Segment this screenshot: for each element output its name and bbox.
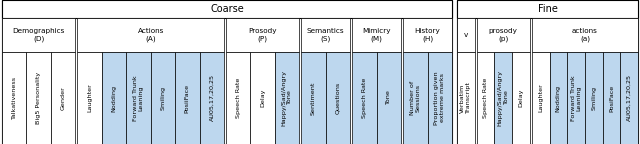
Bar xyxy=(301,18,350,52)
Text: Delay: Delay xyxy=(260,89,265,107)
Bar xyxy=(403,52,428,144)
Text: Delay: Delay xyxy=(518,89,524,107)
Bar xyxy=(377,52,401,144)
Bar xyxy=(477,52,494,144)
Text: Proportion given
extreme marks: Proportion given extreme marks xyxy=(435,71,445,125)
Bar xyxy=(51,52,76,144)
Text: Speech Rate: Speech Rate xyxy=(483,78,488,118)
Bar xyxy=(77,18,224,52)
Bar xyxy=(2,18,76,52)
Bar xyxy=(226,52,250,144)
Text: AU05,17,20,25: AU05,17,20,25 xyxy=(627,74,632,122)
Text: Happy/Sad/Angry
Tone: Happy/Sad/Angry Tone xyxy=(282,70,292,126)
Bar xyxy=(352,52,377,144)
Text: Number of
Sessions: Number of Sessions xyxy=(410,81,420,115)
Bar xyxy=(477,18,530,52)
Text: Forward Trunk
Leaning: Forward Trunk Leaning xyxy=(571,75,582,121)
Text: History
(H): History (H) xyxy=(415,28,440,42)
Text: Coarse: Coarse xyxy=(210,4,244,14)
Text: Talkativeness: Talkativeness xyxy=(12,76,17,120)
Bar xyxy=(2,0,452,18)
Bar xyxy=(428,52,452,144)
Text: Gender: Gender xyxy=(61,86,66,110)
Bar xyxy=(457,0,638,144)
Text: prosody
(p): prosody (p) xyxy=(489,28,518,42)
Bar xyxy=(2,0,452,144)
Bar xyxy=(532,52,550,144)
Bar xyxy=(150,52,175,144)
Text: Sentiment: Sentiment xyxy=(311,81,316,115)
Bar xyxy=(352,18,401,52)
Text: Speech Rate: Speech Rate xyxy=(236,78,241,118)
Bar xyxy=(457,18,475,52)
Bar xyxy=(550,52,567,144)
Text: Fine: Fine xyxy=(538,4,557,14)
Bar xyxy=(200,52,224,144)
Bar xyxy=(26,52,51,144)
Bar xyxy=(567,52,585,144)
Bar xyxy=(585,52,603,144)
Bar xyxy=(457,0,638,18)
Text: Forward Trunk
Leaning: Forward Trunk Leaning xyxy=(133,75,144,121)
Text: Actions
(A): Actions (A) xyxy=(138,28,164,42)
Text: actions
(a): actions (a) xyxy=(572,28,598,42)
Text: PosiiFace: PosiiFace xyxy=(185,83,190,113)
Bar xyxy=(175,52,200,144)
Text: Smiling: Smiling xyxy=(591,86,596,110)
Bar xyxy=(603,52,620,144)
Bar xyxy=(512,52,530,144)
Text: Speech Rate: Speech Rate xyxy=(362,78,367,118)
Text: Semantics
(S): Semantics (S) xyxy=(307,28,344,42)
Bar xyxy=(494,52,512,144)
Bar xyxy=(301,52,326,144)
Bar xyxy=(250,52,275,144)
Text: AU05,17,20,25: AU05,17,20,25 xyxy=(209,74,214,122)
Text: Tone: Tone xyxy=(387,91,392,105)
Bar xyxy=(226,18,300,52)
Text: Mimicry
(M): Mimicry (M) xyxy=(362,28,391,42)
Text: Smiling: Smiling xyxy=(161,86,165,110)
Bar xyxy=(620,52,638,144)
Bar xyxy=(532,18,638,52)
Text: Questions: Questions xyxy=(335,82,340,114)
Text: PosiFace: PosiFace xyxy=(609,84,614,112)
Bar xyxy=(275,52,300,144)
Bar xyxy=(403,18,452,52)
Bar xyxy=(126,52,150,144)
Text: Laughter: Laughter xyxy=(538,84,543,112)
Bar xyxy=(326,52,350,144)
Text: Nodding: Nodding xyxy=(111,84,116,112)
Text: Laughter: Laughter xyxy=(87,84,92,112)
Text: Big5 Personality: Big5 Personality xyxy=(36,72,41,124)
Text: v: v xyxy=(464,32,468,38)
Text: Prosody
(P): Prosody (P) xyxy=(248,28,277,42)
Text: Verbatim
Transcript: Verbatim Transcript xyxy=(460,82,471,114)
Text: Demographics
(D): Demographics (D) xyxy=(12,28,65,42)
Bar xyxy=(77,52,102,144)
Bar xyxy=(102,52,126,144)
Bar xyxy=(457,52,475,144)
Text: Nodding: Nodding xyxy=(556,84,561,112)
Bar xyxy=(2,52,26,144)
Text: Happy/Sad/Angry
Tone: Happy/Sad/Angry Tone xyxy=(498,70,509,126)
